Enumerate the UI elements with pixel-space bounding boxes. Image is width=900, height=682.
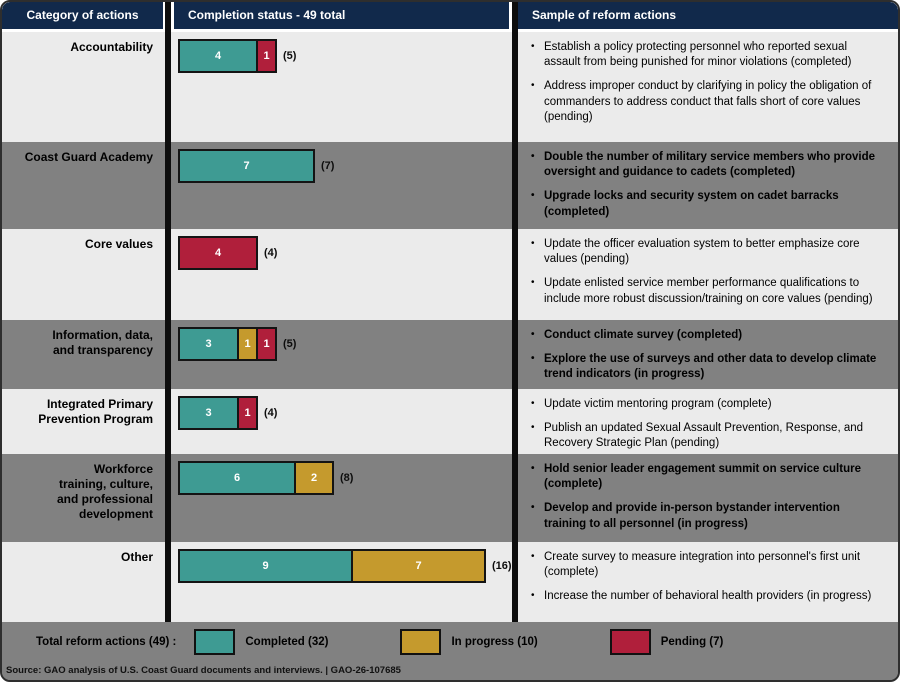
legend-label-completed: Completed (32): [245, 636, 329, 648]
source-note: Source: GAO analysis of U.S. Coast Guard…: [2, 662, 898, 680]
bar-total: (16): [492, 560, 512, 572]
bar-total: (4): [264, 247, 278, 259]
bar-segment-in_progress: 7: [351, 551, 484, 581]
bar-segment-completed: 7: [180, 151, 313, 181]
sample-item: Increase the number of behavioral health…: [530, 589, 882, 604]
sample-item: Update victim mentoring program (complet…: [530, 397, 882, 412]
sample-list: Update the officer evaluation system to …: [512, 229, 898, 320]
legend-item-pending: Pending (7): [609, 629, 764, 655]
bar-segment-pending: 1: [237, 398, 256, 428]
legend-swatch-in_progress: [400, 629, 442, 655]
category-label: Other: [120, 550, 153, 564]
sample-item: Double the number of military service me…: [530, 150, 882, 180]
column-header-completion-status: Completion status - 49 total: [174, 2, 509, 29]
column-header-category: Category of actions: [2, 2, 163, 29]
table-row: Coast Guard Academy 7 (7) Double the number…: [2, 142, 898, 229]
bar-segment-completed: 3: [180, 398, 237, 428]
status-bar-cell: 4 (4): [165, 229, 512, 320]
legend-swatch-completed: [194, 629, 236, 655]
bar-total: (4): [264, 407, 278, 419]
sample-item: Publish an updated Sexual Assault Preven…: [530, 421, 882, 451]
legend-title: Total reform actions (49) :: [36, 636, 177, 648]
category-label: Workforce training, culture, and profess…: [56, 462, 153, 521]
legend-item-in_progress: In progress (10): [400, 629, 577, 655]
sample-item: Address improper conduct by clarifying i…: [530, 79, 882, 125]
bar-segment-in_progress: 2: [294, 463, 332, 493]
table-row: Core values 4 (4) Update the officer evalua…: [2, 229, 898, 320]
status-bar-cell: 3 1 (4): [165, 389, 512, 454]
category-cell: Coast Guard Academy: [2, 142, 165, 229]
category-cell: Workforce training, culture, and profess…: [2, 454, 165, 542]
status-bar-cell: 6 2 (8): [165, 454, 512, 542]
chart-table: Category of actions Completion status - …: [2, 2, 898, 622]
sample-item: Update enlisted service member performan…: [530, 276, 882, 306]
sample-list: Double the number of military service me…: [512, 142, 898, 229]
column-divider-right: [512, 2, 518, 622]
sample-item: Upgrade locks and security system on cad…: [530, 189, 882, 219]
bar-segment-pending: 1: [256, 329, 275, 359]
status-bar-cell: 7 (7): [165, 142, 512, 229]
legend-label-pending: Pending (7): [660, 636, 724, 648]
sample-item: Update the officer evaluation system to …: [530, 237, 882, 267]
legend: Total reform actions (49) : Completed (3…: [2, 622, 898, 662]
legend-swatch-pending: [609, 629, 651, 655]
legend-label-in_progress: In progress (10): [451, 636, 538, 648]
category-label: Information, data, and transparency: [52, 328, 153, 357]
category-cell: Integrated Primary Prevention Program: [2, 389, 165, 454]
table-row: Accountability 41 (5) Establish a policy pr…: [2, 32, 898, 142]
status-bar: 4: [178, 236, 258, 270]
bar-total: (5): [283, 50, 297, 62]
sample-item: Explore the use of surveys and other dat…: [530, 352, 882, 382]
sample-item: Create survey to measure integration int…: [530, 550, 882, 580]
bar-total: (7): [321, 160, 335, 172]
bar-segment-completed: 6: [180, 463, 294, 493]
table-row: Integrated Primary Prevention Program 3 1 (…: [2, 389, 898, 454]
status-bar-cell: 4 1 (5): [165, 32, 512, 142]
sample-item: Establish a policy protecting personnel …: [530, 40, 882, 70]
bar-total: (5): [283, 338, 297, 350]
sample-list: Update victim mentoring program (complet…: [512, 389, 898, 454]
table-row: Workforce training, culture, and profess…: [2, 454, 898, 542]
legend-items: Completed (32) In progress (10) Pending (7…: [194, 629, 795, 655]
bar-segment-in_progress: 1: [237, 329, 256, 359]
sample-list: Establish a policy protecting personnel …: [512, 32, 898, 142]
column-header-sample-actions: Sample of reform actions: [518, 2, 898, 29]
table-row: Other 97 (16) Create survey to measure inte…: [2, 542, 898, 622]
status-bar: 7: [178, 149, 315, 183]
category-cell: Accountability: [2, 32, 165, 142]
sample-list: Create survey to measure integration int…: [512, 542, 898, 622]
table-header: Category of actions Completion status - …: [2, 2, 898, 32]
status-bar-cell: 3 1 1 (5): [165, 320, 512, 389]
sample-list: Hold senior leader engagement summit on …: [512, 454, 898, 542]
category-cell: Other: [2, 542, 165, 622]
category-label: Coast Guard Academy: [24, 150, 153, 164]
category-label: Integrated Primary Prevention Program: [38, 397, 153, 426]
category-label: Accountability: [70, 40, 153, 54]
bar-segment-completed: 9: [180, 551, 351, 581]
sample-list: Conduct climate survey (completed) Explor…: [512, 320, 898, 389]
sample-item: Develop and provide in-person bystander …: [530, 501, 882, 531]
table-row: Information, data, and transparency 3 1 1 (5…: [2, 320, 898, 389]
bar-segment-pending: 1: [256, 41, 275, 71]
legend-item-completed: Completed (32): [194, 629, 368, 655]
bar-segment-completed: 3: [180, 329, 237, 359]
category-cell: Information, data, and transparency: [2, 320, 165, 389]
bar-segment-pending: 4: [180, 238, 256, 268]
sample-item: Hold senior leader engagement summit on …: [530, 462, 882, 492]
column-divider-left: [165, 2, 171, 622]
category-cell: Core values: [2, 229, 165, 320]
status-bar-cell: 9 7 (16): [165, 542, 512, 622]
bar-total: (8): [340, 472, 354, 484]
category-label: Core values: [84, 237, 153, 251]
bar-segment-completed: 4: [180, 41, 256, 71]
sample-item: Conduct climate survey (completed): [530, 328, 882, 343]
